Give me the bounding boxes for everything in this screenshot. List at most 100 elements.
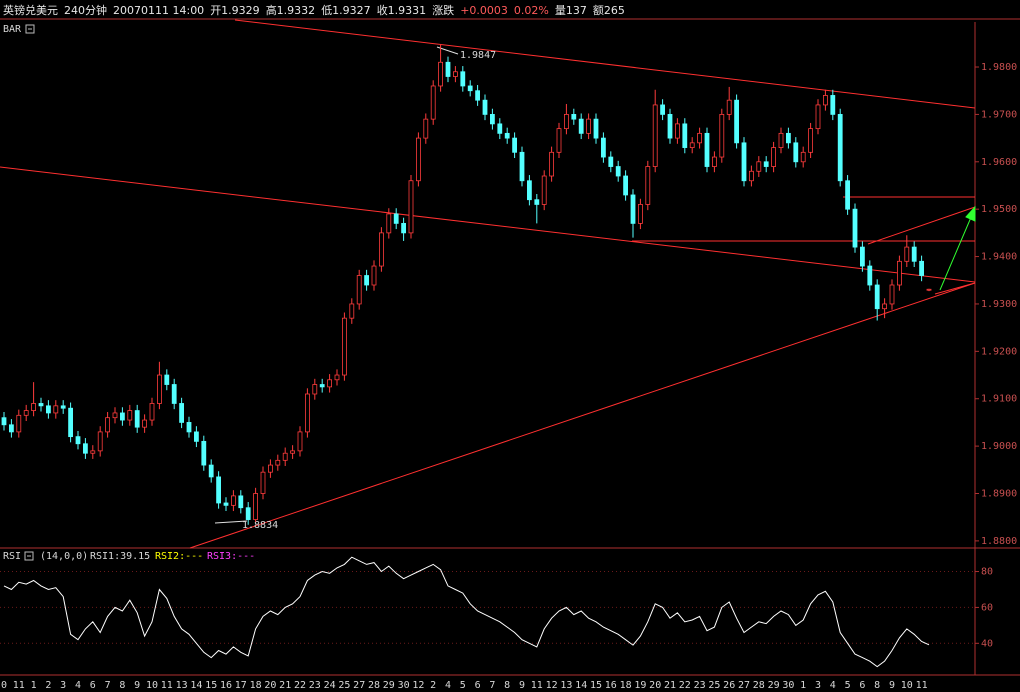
x-tick-label: 22 — [679, 680, 691, 691]
candle-body — [297, 431, 303, 452]
x-tick-label: 23 — [309, 680, 321, 691]
candle-body — [223, 502, 229, 506]
candle-body — [327, 379, 333, 388]
candle-body — [904, 246, 910, 262]
x-tick-label: 9 — [889, 680, 895, 691]
candle-body — [689, 142, 695, 148]
candle-body — [571, 114, 577, 120]
candle-body — [704, 132, 710, 167]
candle-body — [793, 142, 799, 163]
candle-body — [489, 114, 495, 125]
candle-body — [230, 495, 236, 506]
candle-body — [186, 422, 192, 433]
candle-body — [164, 374, 170, 385]
candle-body — [726, 99, 732, 115]
x-tick-label: 16 — [220, 680, 232, 691]
datetime: 20070111 14:00 — [113, 4, 205, 17]
candle-body — [216, 476, 222, 504]
rsi-params: (14,0,0) — [40, 551, 88, 562]
collapse-icon[interactable] — [24, 551, 34, 561]
x-tick-label: 29 — [768, 680, 780, 691]
candle-body — [364, 275, 370, 286]
candle-body — [83, 443, 88, 454]
collapse-icon[interactable] — [25, 24, 35, 34]
low: 低1.9327 — [321, 4, 371, 17]
candle-body — [800, 151, 806, 163]
x-tick-label: 4 — [75, 680, 81, 691]
candle-body — [926, 288, 932, 291]
candle-body — [771, 147, 776, 167]
candle-body — [504, 132, 510, 139]
candle-body — [438, 61, 444, 87]
candle-body — [564, 114, 569, 130]
candle-body — [549, 151, 554, 177]
y-tick-label: 60 — [981, 602, 993, 613]
x-tick-label: 0 — [1, 680, 7, 691]
rsi1-legend: RSI1:39.15 — [90, 551, 150, 562]
x-tick-label: 29 — [383, 680, 395, 691]
panel-title: RSI — [3, 551, 21, 562]
symbol: 英镑兑美元 — [3, 4, 58, 17]
candle-body — [586, 118, 591, 134]
x-tick-label: 6 — [90, 680, 96, 691]
y-tick-label: 1.9700 — [981, 109, 1017, 120]
x-tick-label: 1 — [800, 680, 806, 691]
x-tick-label: 15 — [205, 680, 217, 691]
x-tick-label: 9 — [134, 680, 140, 691]
x-tick-label: 2 — [430, 680, 436, 691]
period: 240分钟 — [64, 4, 107, 17]
candle-body — [238, 495, 244, 509]
y-tick-label: 1.9200 — [981, 346, 1017, 357]
x-tick-label: 5 — [845, 680, 851, 691]
candle-body — [667, 114, 673, 139]
x-tick-label: 16 — [605, 680, 617, 691]
candle-body — [349, 303, 355, 319]
x-tick-label: 15 — [590, 680, 602, 691]
candle-body — [823, 95, 828, 106]
change-label: 涨跌 — [432, 4, 455, 17]
candle-body — [712, 156, 717, 167]
candle-body — [815, 104, 821, 130]
x-tick-label: 6 — [475, 680, 481, 691]
x-tick-label: 11 — [161, 680, 173, 691]
candle-body — [134, 410, 140, 428]
low-annotation: 1.8834 — [242, 520, 278, 531]
candle-body — [171, 384, 177, 404]
candle-body — [719, 114, 725, 158]
candle-body — [897, 260, 902, 286]
candle-body — [541, 175, 547, 205]
candle-body — [608, 156, 614, 167]
x-tick-label: 27 — [353, 680, 365, 691]
candle-body — [260, 471, 266, 494]
candle-body — [334, 374, 340, 381]
candle-body — [290, 450, 296, 454]
candle-body — [830, 95, 836, 115]
candle-body — [371, 265, 377, 286]
candle-body — [852, 208, 858, 248]
info-bar: 英镑兑美元 240分钟 20070111 14:00 开1.9329 高1.9332 低1… — [3, 2, 631, 18]
candle-body — [630, 194, 636, 224]
x-tick-label: 4 — [445, 680, 451, 691]
candle-body — [23, 410, 29, 416]
target-arrow — [939, 205, 976, 291]
candle-body — [845, 180, 850, 210]
candle-body — [253, 493, 259, 520]
candle-body — [475, 90, 481, 101]
candle-body — [623, 175, 628, 196]
x-tick-label: 22 — [294, 680, 306, 691]
x-tick-label: 1 — [31, 680, 37, 691]
candle-body — [682, 123, 688, 148]
x-tick-label: 11 — [916, 680, 928, 691]
candle-body — [874, 284, 880, 310]
candle-body — [756, 161, 762, 172]
y-tick-label: 1.9000 — [981, 441, 1017, 452]
close: 收1.9331 — [376, 4, 427, 17]
candle-body — [312, 384, 318, 395]
candle-body — [356, 275, 362, 305]
x-tick-label: 2 — [45, 680, 51, 691]
y-tick-label: 1.9800 — [981, 62, 1017, 73]
high-annotation: 1.9847 — [460, 50, 496, 61]
candle-body — [112, 412, 118, 419]
change: +0.0003 — [460, 4, 508, 17]
